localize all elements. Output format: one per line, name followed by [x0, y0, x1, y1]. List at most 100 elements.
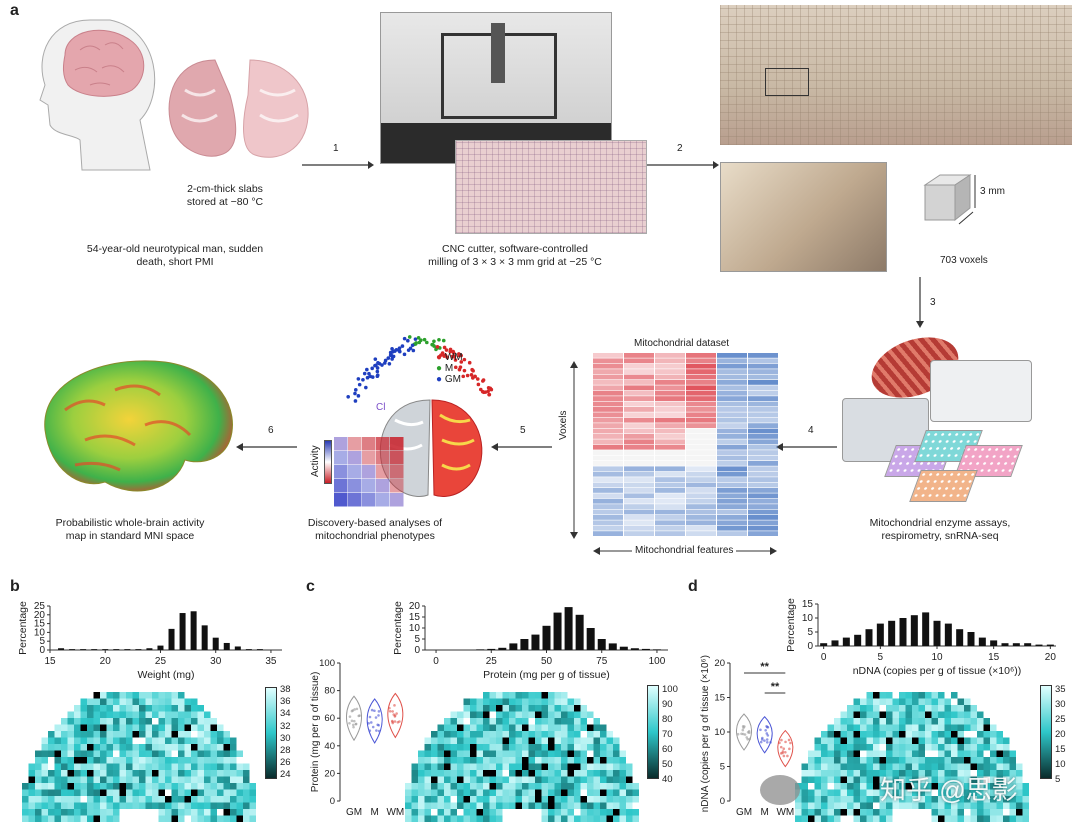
y-tick-label: 0 [414, 645, 420, 656]
voxel-cell [476, 744, 483, 751]
violin-point [368, 715, 372, 719]
voxel-cell [132, 711, 139, 718]
voxel-cell [418, 783, 425, 790]
voxel-cell [860, 802, 867, 809]
voxel-cell [600, 796, 607, 803]
umap-point [375, 374, 380, 379]
voxel-cell [463, 815, 470, 822]
voxel-cell [132, 698, 139, 705]
x-tick-label: 100 [649, 656, 666, 667]
voxel-cell [918, 783, 925, 790]
voxel-cell [470, 724, 477, 731]
voxel-cell [191, 737, 198, 744]
voxel-cell [528, 698, 535, 705]
voxel-cell [814, 770, 821, 777]
umap-point [356, 394, 361, 398]
voxel-cell [931, 705, 938, 712]
voxel-cell [470, 815, 477, 822]
voxel-cell [931, 789, 938, 796]
voxel-cell [470, 718, 477, 725]
heatmap-cell [748, 450, 778, 455]
voxel-cell [158, 692, 165, 699]
umap-point [444, 348, 449, 352]
voxel-cell [431, 737, 438, 744]
umap-point [389, 352, 393, 357]
voxel-cell [827, 744, 834, 751]
panel-label-a: a [10, 2, 19, 19]
voxel-cell [879, 809, 886, 816]
voxel-cell [424, 750, 431, 757]
voxel-cell [561, 796, 568, 803]
voxel-cell [613, 815, 620, 822]
umap-point [410, 343, 415, 348]
voxel-cell [964, 718, 971, 725]
histogram-bar [223, 642, 230, 650]
voxel-cell [944, 718, 951, 725]
voxel-cell [1022, 815, 1029, 822]
wechat-icon [760, 775, 800, 805]
histogram-bar [820, 643, 828, 646]
voxel-cell [801, 809, 808, 816]
voxel-cell [918, 692, 925, 699]
y-tick-label: 5 [807, 627, 813, 638]
voxel-cell [230, 757, 237, 764]
umap-point [476, 382, 481, 387]
voxel-cell [808, 809, 815, 816]
heatmap-cell [655, 450, 685, 455]
voxel-cell [561, 802, 568, 809]
voxel-cell [964, 698, 971, 705]
violin-point [788, 747, 791, 751]
voxel-cell [119, 750, 126, 757]
voxel-cell [996, 802, 1003, 809]
voxel-cell [567, 815, 574, 822]
voxel-cell [515, 757, 522, 764]
heatmap-cell [686, 369, 716, 374]
voxel-cell [1016, 815, 1023, 822]
voxel-cell [626, 763, 633, 770]
voxel-cell [847, 789, 854, 796]
voxel-cell [496, 776, 503, 783]
voxel-cell [41, 789, 48, 796]
histogram-bar [1035, 644, 1043, 646]
voxel-cell [87, 711, 94, 718]
step-label-6: 6 [268, 425, 274, 436]
voxel-cell [983, 809, 990, 816]
voxel-cell [567, 802, 574, 809]
voxel-cell [74, 737, 81, 744]
voxel-cell [574, 718, 581, 725]
heatmap-cell [655, 498, 685, 504]
voxel-cell [860, 809, 867, 816]
voxel-cell [613, 744, 620, 751]
heatmap-cell [593, 417, 623, 423]
voxel-cell [957, 698, 964, 705]
voxel-cell [145, 783, 152, 790]
voxel-cell [587, 796, 594, 803]
voxel-cell [548, 750, 555, 757]
heatmap-cell [593, 444, 623, 450]
voxel-cell [879, 783, 886, 790]
heatmap-cell [624, 498, 654, 504]
voxel-cell [899, 698, 906, 705]
voxel-cell [873, 698, 880, 705]
voxel-cell [106, 724, 113, 731]
voxel-cell [964, 802, 971, 809]
voxel-cell [892, 705, 899, 712]
voxel-cell [528, 789, 535, 796]
heatmap-cell [748, 525, 778, 531]
voxel-cell [457, 770, 464, 777]
umap-point [437, 337, 441, 342]
voxel-cell [548, 783, 555, 790]
voxel-cell [405, 796, 412, 803]
voxel-cell [574, 776, 581, 783]
voxel-cell [476, 789, 483, 796]
voxel-cell [912, 724, 919, 731]
heatmap-cell [717, 401, 747, 407]
voxel-cell [866, 802, 873, 809]
voxel-cell [567, 705, 574, 712]
voxel-cell [892, 750, 899, 757]
y-tick-label: 5 [414, 634, 420, 645]
voxel-cell [522, 718, 529, 725]
voxel-cell [41, 796, 48, 803]
voxel-cell [892, 737, 899, 744]
voxel-cell [450, 802, 457, 809]
